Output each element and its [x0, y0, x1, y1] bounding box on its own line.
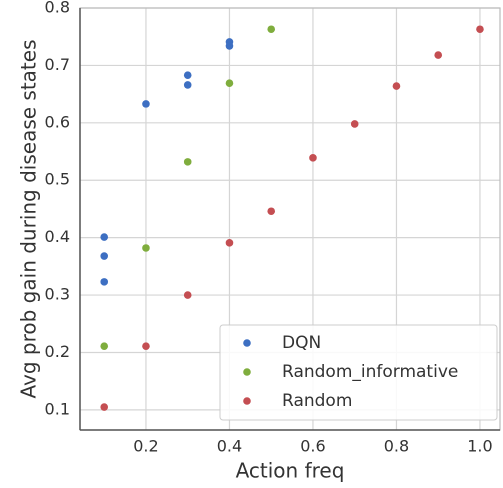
point — [142, 100, 150, 108]
x-tick-label: 0.8 — [384, 437, 409, 456]
point — [183, 158, 192, 166]
legend-box — [219, 324, 498, 421]
legend-marker — [243, 339, 251, 347]
y-tick-label: 0.1 — [45, 399, 70, 418]
y-tick-label: 0.6 — [45, 112, 70, 131]
point — [100, 403, 109, 411]
legend-label: Random_informative — [282, 362, 458, 382]
point — [142, 244, 150, 252]
y-tick-label: 0.7 — [45, 55, 70, 74]
point — [142, 342, 150, 350]
point — [225, 79, 234, 88]
legend: DQN Random_informative Random — [219, 324, 498, 421]
point — [267, 25, 276, 34]
point — [183, 291, 192, 299]
y-tick-label: 0.2 — [45, 342, 70, 361]
point — [392, 82, 401, 90]
point — [225, 239, 234, 247]
point — [225, 42, 234, 50]
point — [183, 81, 192, 89]
point — [100, 278, 109, 286]
point — [267, 207, 276, 216]
x-tick-label: 0.4 — [217, 437, 242, 456]
y-axis-label: Avg prob gain during disease states — [17, 40, 41, 399]
point — [100, 233, 109, 241]
y-tick-label: 0.4 — [45, 227, 70, 246]
x-tick-label: 0.6 — [300, 437, 325, 456]
point — [476, 25, 484, 34]
point — [100, 342, 109, 350]
point — [183, 71, 192, 79]
legend-label: Random — [282, 391, 352, 411]
legend-label: DQN — [282, 333, 321, 353]
point — [100, 252, 109, 260]
point — [309, 154, 317, 162]
x-axis-label: Action freq — [236, 459, 345, 483]
x-tick-label: 0.2 — [133, 437, 158, 456]
point — [434, 51, 443, 59]
legend-marker — [243, 397, 251, 405]
y-tick-label: 0.3 — [45, 285, 70, 304]
y-tick-label: 0.8 — [45, 0, 70, 17]
legend-marker — [243, 368, 251, 376]
point — [350, 120, 359, 128]
y-tick-label: 0.5 — [45, 170, 70, 189]
x-tick-label: 1.0 — [467, 437, 492, 456]
